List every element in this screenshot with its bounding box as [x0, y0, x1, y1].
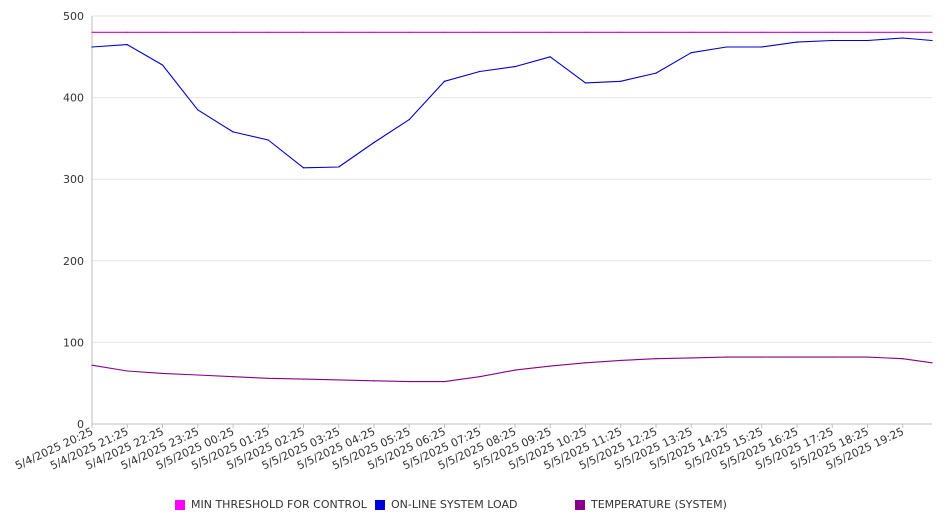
data-point [902, 37, 904, 39]
series-line-temperature [91, 356, 933, 383]
data-point [725, 31, 728, 33]
data-point [197, 31, 199, 33]
data-point [584, 362, 587, 364]
data-point [197, 374, 199, 376]
y-tick-label: 500 [63, 10, 84, 23]
data-point [584, 82, 587, 84]
data-point [831, 31, 833, 33]
data-point [514, 65, 516, 68]
data-point [302, 378, 305, 380]
data-point [866, 31, 869, 33]
data-point [232, 376, 234, 378]
y-tick-label: 100 [63, 336, 84, 349]
data-point [91, 46, 93, 48]
y-tick-label: 0 [77, 418, 84, 431]
data-point [232, 31, 234, 33]
line-chart: 0 100 200 300 400 500 5/4/2025 20:255/4/2025 … [13, 10, 933, 473]
data-point [796, 356, 798, 358]
data-point [302, 31, 305, 33]
data-point [796, 31, 798, 33]
data-point [831, 356, 833, 358]
data-point [931, 362, 933, 364]
data-point [443, 380, 446, 383]
legend-swatch-load [375, 499, 385, 510]
data-point [126, 31, 128, 33]
y-tick-label: 400 [63, 92, 84, 105]
data-point [549, 365, 551, 367]
data-point [267, 377, 269, 379]
data-point [161, 31, 164, 33]
data-point [655, 358, 657, 360]
data-point [197, 109, 199, 111]
data-point [373, 141, 375, 144]
data-point [91, 31, 93, 33]
data-point [620, 31, 622, 33]
data-point [655, 72, 657, 74]
data-point [267, 139, 269, 141]
legend-label-load: ON-LINE SYSTEM LOAD [391, 498, 518, 511]
legend-item-threshold: MIN THRESHOLD FOR CONTROL [175, 498, 367, 511]
data-point [620, 80, 622, 82]
data-point [931, 39, 933, 42]
series-line-load [91, 37, 933, 169]
data-point [866, 356, 869, 358]
data-point [443, 31, 446, 33]
data-point [338, 379, 340, 381]
legend-swatch-threshold [175, 499, 185, 510]
x-tick-labels: 5/4/2025 20:255/4/2025 21:255/4/2025 22:… [13, 425, 906, 473]
data-point [91, 364, 93, 366]
data-point [514, 31, 516, 33]
data-point [761, 46, 763, 48]
data-point [373, 31, 375, 33]
data-point [126, 43, 128, 46]
data-point [479, 31, 481, 33]
data-point [338, 31, 340, 33]
data-point [408, 119, 410, 121]
data-point [302, 167, 305, 169]
y-tick-label: 300 [63, 173, 84, 186]
data-point [761, 356, 763, 358]
data-point [866, 39, 869, 42]
data-point [549, 31, 551, 33]
legend-label-temperature: TEMPERATURE (SYSTEM) [591, 498, 727, 511]
data-point [443, 80, 446, 82]
data-point [902, 31, 904, 33]
data-point [690, 31, 692, 33]
y-tick-label: 200 [63, 255, 84, 268]
data-point [931, 31, 933, 33]
data-point [126, 370, 128, 372]
data-point [408, 31, 410, 33]
data-point [725, 46, 728, 48]
axes [91, 16, 932, 428]
data-point [479, 376, 481, 378]
data-point [655, 31, 657, 33]
data-point [514, 369, 516, 371]
data-point [161, 372, 164, 375]
data-point [690, 52, 692, 54]
data-point [796, 41, 798, 43]
legend: MIN THRESHOLD FOR CONTROL ON-LINE SYSTEM… [0, 496, 946, 516]
data-point [761, 31, 763, 33]
legend-label-threshold: MIN THRESHOLD FOR CONTROL [191, 498, 367, 511]
data-point [232, 131, 234, 133]
data-point [267, 31, 269, 33]
data-point [549, 56, 551, 58]
data-point [479, 70, 481, 73]
data-point [902, 358, 904, 360]
data-point [620, 359, 622, 361]
data-point [161, 64, 164, 66]
data-point [338, 166, 340, 168]
data-point [725, 356, 728, 358]
data-point [584, 31, 587, 33]
gridlines [92, 15, 932, 343]
legend-item-load: ON-LINE SYSTEM LOAD [375, 498, 517, 511]
data-point [373, 380, 375, 382]
data-point [690, 357, 692, 359]
legend-swatch-temperature [575, 499, 585, 510]
legend-item-temperature: TEMPERATURE (SYSTEM) [575, 498, 727, 511]
data-point [831, 39, 833, 42]
y-tick-labels: 0 100 200 300 400 500 [63, 10, 84, 431]
series-lines [91, 31, 933, 383]
data-point [408, 380, 410, 383]
